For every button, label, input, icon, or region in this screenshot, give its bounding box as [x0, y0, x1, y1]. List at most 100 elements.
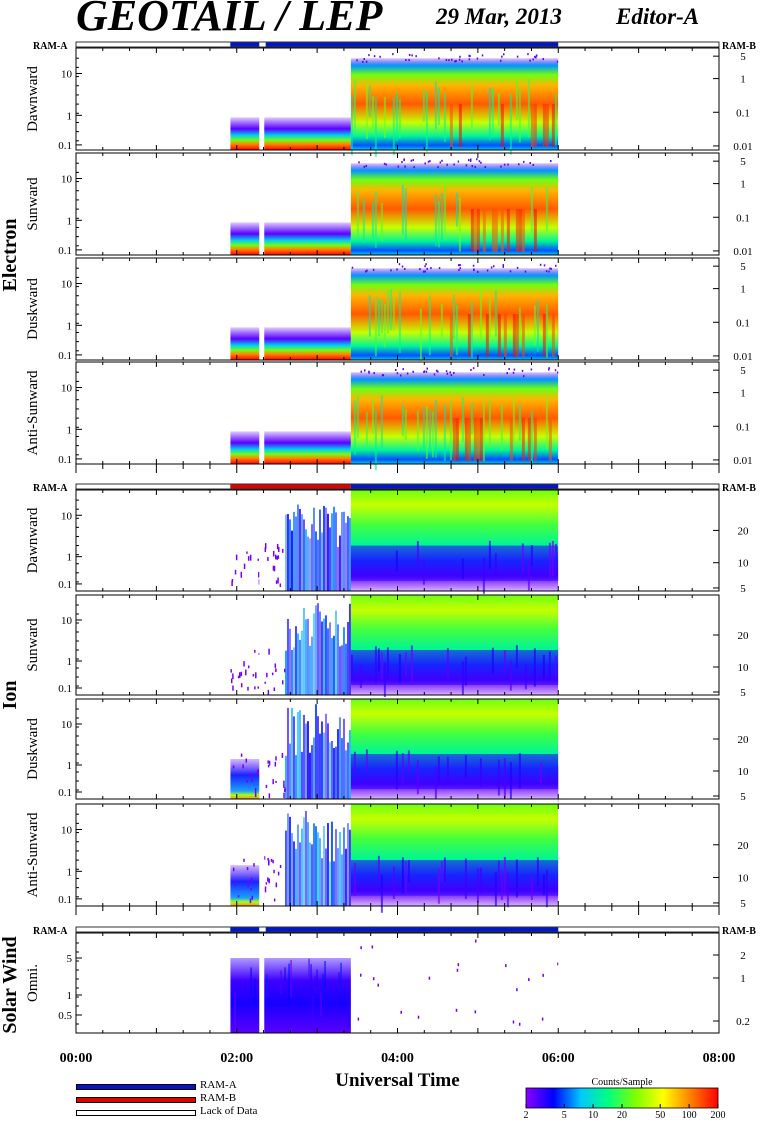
x-tick-label: 04:00 — [381, 1051, 414, 1066]
data-gap — [259, 362, 265, 464]
right-tick-label: 5 — [740, 261, 746, 273]
ram-b-label: RAM-B — [722, 926, 756, 937]
left-tick-label: 5 — [67, 953, 73, 965]
group-label: Ion — [0, 681, 21, 710]
right-tick-label: 5 — [740, 583, 746, 595]
right-tick-label: 5 — [740, 365, 746, 377]
data-gap — [259, 258, 265, 360]
data-gap — [259, 933, 265, 1033]
right-tick-label: 0.1 — [736, 107, 750, 119]
ram-a-label: RAM-A — [33, 41, 68, 52]
panel-label: Dawnward — [25, 507, 41, 573]
panel-label: Duskward — [25, 718, 41, 780]
right-tick-label: 2 — [740, 950, 746, 962]
group-axis — [75, 905, 720, 915]
left-tick-label: 1 — [67, 424, 73, 436]
left-tick-label: 0.5 — [58, 1010, 72, 1022]
right-tick-label: 5 — [740, 791, 746, 803]
data-gap — [259, 595, 265, 695]
panel-spectrogram — [230, 939, 559, 1033]
x-tick-label: 08:00 — [703, 1051, 736, 1066]
legend-ram-b-swatch — [76, 1097, 196, 1103]
spectrogram-band — [350, 58, 559, 151]
panel-spectrogram — [230, 53, 559, 157]
right-tick-label: 0.1 — [736, 317, 750, 329]
right-tick-label: 5 — [740, 898, 746, 910]
left-tick-label: 10 — [61, 825, 73, 837]
ram-bar-segment — [230, 927, 260, 932]
left-tick-label: 0.1 — [58, 454, 72, 466]
legend-ram-b-label: RAM-B — [200, 1092, 237, 1104]
data-gap — [259, 153, 265, 255]
right-tick-label: 1 — [740, 179, 746, 191]
panel-spectrogram — [230, 804, 559, 913]
right-tick-label: 0.1 — [736, 212, 750, 224]
x-tick-label: 00:00 — [60, 1051, 93, 1066]
left-tick-label: 0.1 — [58, 579, 72, 591]
right-tick-label: 1 — [740, 388, 746, 400]
right-tick-label: 20 — [738, 734, 750, 746]
colorbar: Counts/Sample 2 5 10 20 50 100 200 — [524, 1077, 726, 1121]
figure-title: GEOTAIL / LEP — [76, 0, 383, 40]
spectrogram-band — [230, 327, 351, 360]
legend-ram-a-label: RAM-A — [200, 1079, 237, 1091]
left-tick-label: 0.1 — [58, 683, 72, 695]
legend-lack-of-data: Lack of Data — [76, 1105, 336, 1120]
panel-ion-dawnward: 10 1 0.1 20 10 5 Dawnward — [25, 489, 750, 595]
right-tick-label: 0.01 — [733, 351, 752, 363]
ram-a-label: RAM-A — [33, 926, 68, 937]
panel-frame — [75, 932, 720, 1034]
panel-spectrogram — [230, 595, 559, 697]
ram-bar-segment — [230, 484, 351, 489]
right-tick-label: 10 — [738, 766, 750, 778]
left-tick-label: 10 — [61, 279, 73, 291]
left-tick-label: 1 — [67, 866, 73, 878]
ram-bar-segment — [265, 927, 559, 932]
left-tick-label: 0.1 — [58, 350, 72, 362]
legend-ram-a-swatch — [76, 1084, 196, 1090]
right-tick-label: 0.1 — [736, 421, 750, 433]
ram-bar-solar-wind: RAM-A RAM-B — [33, 926, 756, 937]
panel-electron-dawnward: 10 1 0.1 5 1 0.1 0.01 Dawnward — [25, 47, 753, 157]
panel-label: Omni. — [25, 964, 41, 1002]
ram-bar-ion: RAM-A RAM-B — [33, 483, 756, 494]
left-tick-label: 1 — [67, 760, 73, 772]
left-tick-label: 1 — [67, 656, 73, 668]
figure-editor: Editor-A — [616, 4, 700, 29]
right-tick-label: 5 — [740, 156, 746, 168]
right-tick-label: 5 — [740, 687, 746, 699]
group-label: Solar Wind — [0, 936, 21, 1033]
right-tick-label: 20 — [738, 630, 750, 642]
x-tick-label: 06:00 — [542, 1051, 575, 1066]
panel-spectrogram — [230, 699, 559, 804]
right-tick-label: 10 — [738, 662, 750, 674]
ram-bar-segment — [350, 484, 559, 489]
legend-ram-b: RAM-B — [76, 1092, 336, 1107]
right-tick-label: 1 — [740, 284, 746, 296]
spectrogram-band — [230, 222, 351, 255]
right-tick-label: 0.01 — [733, 141, 752, 153]
left-tick-label: 10 — [61, 510, 73, 522]
left-tick-label: 10 — [61, 719, 73, 731]
spectrogram-band — [230, 431, 351, 464]
colorbar-tick-label: 5 — [562, 1110, 567, 1121]
left-tick-label: 1 — [67, 320, 73, 332]
left-tick-label: 1 — [67, 110, 73, 122]
panel-label: Dawnward — [25, 66, 41, 132]
panel-spectrogram — [230, 263, 559, 361]
right-tick-label: 10 — [738, 872, 750, 884]
panel-electron-duskward: 10 1 0.1 5 1 0.1 0.01 Duskward — [25, 257, 753, 363]
panel-electron-anti-sunward: 10 1 0.1 5 1 0.1 0.01 Anti-Sunward — [25, 361, 753, 471]
right-tick-label: 1 — [740, 74, 746, 86]
x-axis-title: Universal Time — [335, 1070, 459, 1091]
colorbar-tick-label: 100 — [682, 1110, 697, 1121]
ram-bar-segment — [265, 42, 559, 47]
left-tick-label: 0.1 — [58, 894, 72, 906]
x-tick-label: 02:00 — [220, 1051, 253, 1066]
legend-lack-label: Lack of Data — [200, 1105, 258, 1117]
left-tick-label: 10 — [61, 383, 73, 395]
ram-b-label: RAM-B — [722, 483, 756, 494]
panel-solar-wind-omni: 5 1 0.5 2 1 0.2 Omni. — [25, 932, 750, 1034]
right-tick-label: 0.01 — [733, 455, 752, 467]
right-tick-label: 10 — [738, 558, 750, 570]
